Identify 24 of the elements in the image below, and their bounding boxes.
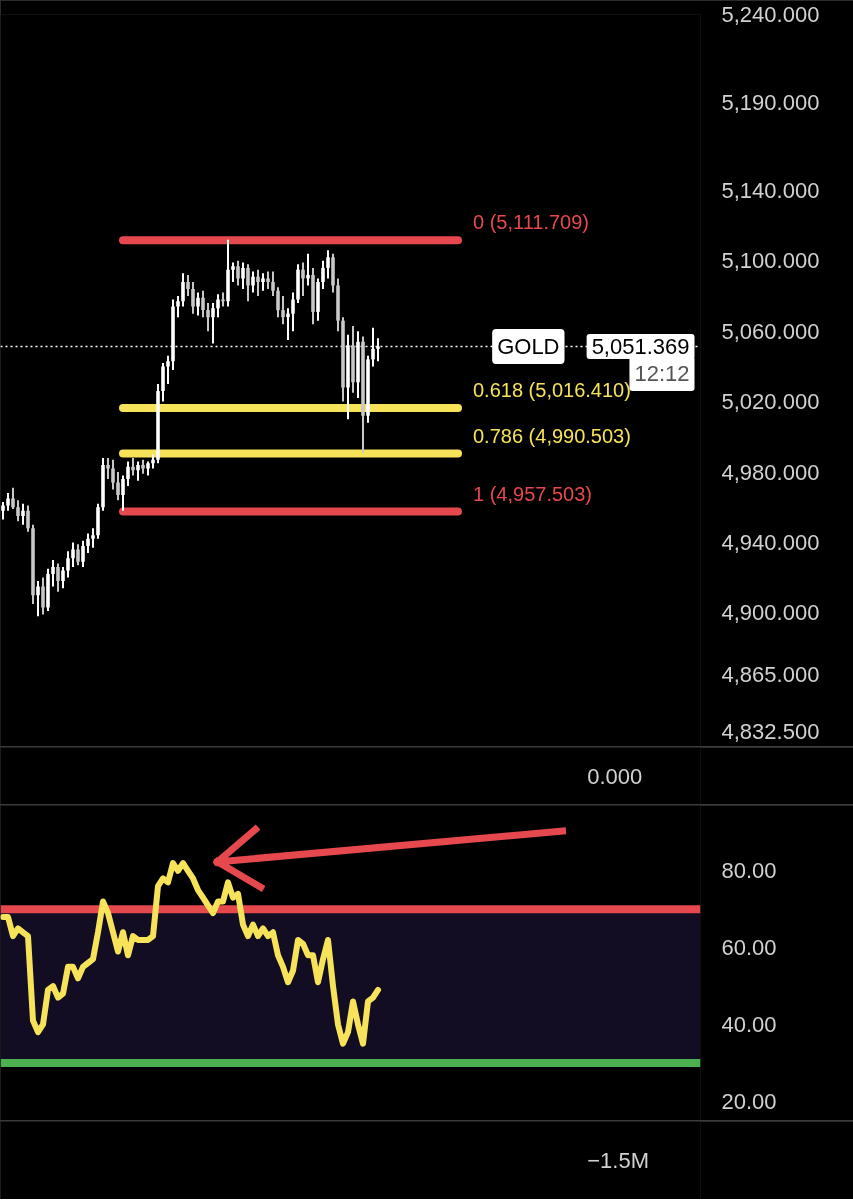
text: 0.000 bbox=[587, 763, 643, 789]
annotation: 5,051.369 bbox=[591, 333, 690, 359]
series-label: 0.618 (5,016.410) bbox=[473, 378, 631, 401]
y-tick-label: 60.00 bbox=[721, 935, 777, 961]
y-tick-label: 4,832.500 bbox=[721, 719, 820, 745]
y-tick-label: 80.00 bbox=[721, 858, 777, 884]
y-tick-label: 5,140.000 bbox=[721, 177, 820, 203]
y-tick-label: 4,900.000 bbox=[721, 600, 820, 626]
text: −1.5M bbox=[587, 1148, 650, 1173]
y-tick-label: 5,240.000 bbox=[721, 2, 820, 27]
y-tick-label: 5,020.000 bbox=[721, 389, 820, 415]
ref-line-label: GOLD bbox=[497, 333, 560, 359]
y-tick-label: 20.00 bbox=[721, 1088, 777, 1114]
annotation: 12:12 bbox=[634, 360, 690, 386]
series-label: 0 (5,111.709) bbox=[473, 211, 590, 234]
y-tick-label: 5,100.000 bbox=[721, 248, 820, 274]
y-tick-label: 5,190.000 bbox=[721, 89, 820, 115]
y-tick-label: 5,060.000 bbox=[721, 318, 820, 344]
y-tick-label: 4,865.000 bbox=[721, 661, 820, 687]
y-tick-label: 4,980.000 bbox=[721, 459, 820, 485]
series-label: 1 (4,957.503) bbox=[473, 482, 592, 505]
y-tick-label: 40.00 bbox=[721, 1011, 777, 1037]
series-label: 0.786 (4,990.503) bbox=[473, 424, 631, 447]
y-tick-label: 4,940.000 bbox=[721, 529, 820, 555]
